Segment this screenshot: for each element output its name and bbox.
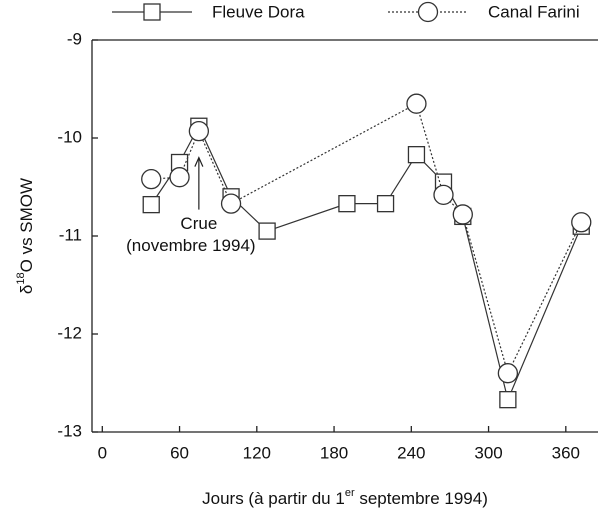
marker bbox=[142, 195, 160, 214]
x-label-part: septembre 1994) bbox=[355, 489, 488, 508]
y-tick-label: -9 bbox=[67, 29, 82, 48]
y-tick-label: -11 bbox=[59, 225, 82, 244]
y-label-part: δ bbox=[17, 285, 36, 294]
x-tick-label: 180 bbox=[320, 443, 348, 462]
marker bbox=[571, 212, 592, 233]
marker bbox=[452, 204, 473, 225]
x-label-sup: er bbox=[345, 487, 355, 499]
y-label-sup: 18 bbox=[15, 272, 27, 284]
series-line bbox=[150, 124, 582, 402]
y-tick-label: -12 bbox=[57, 323, 82, 342]
marker bbox=[376, 195, 395, 213]
marker bbox=[169, 167, 190, 188]
x-tick-label: 0 bbox=[98, 443, 107, 462]
marker bbox=[407, 146, 426, 164]
marker bbox=[497, 363, 519, 384]
marker bbox=[258, 222, 276, 240]
marker bbox=[338, 195, 356, 213]
x-tick-label: 240 bbox=[397, 443, 425, 462]
marker bbox=[141, 169, 162, 190]
x-label-part: Jours (à partir du 1 bbox=[202, 489, 345, 508]
x-axis-label: Jours (à partir du 1er septembre 1994) bbox=[202, 487, 488, 509]
legend-label: Fleuve Dora bbox=[212, 2, 305, 21]
marker bbox=[188, 120, 210, 142]
annotation-arrowhead bbox=[194, 156, 204, 167]
x-tick-label: 360 bbox=[552, 443, 580, 462]
x-tick-label: 300 bbox=[474, 443, 502, 462]
annotation-text: Crue bbox=[180, 214, 217, 233]
legend-marker bbox=[143, 3, 161, 21]
legend-label: Canal Farini bbox=[488, 2, 580, 21]
x-tick-label: 120 bbox=[243, 443, 271, 462]
y-label-part: O vs SMOW bbox=[17, 178, 36, 272]
legend-marker bbox=[417, 1, 439, 23]
marker bbox=[220, 193, 242, 214]
annotation-text: (novembre 1994) bbox=[126, 236, 255, 255]
y-tick-label: -10 bbox=[57, 127, 82, 146]
x-tick-label: 60 bbox=[170, 443, 189, 462]
y-axis-label: δ18O vs SMOW bbox=[15, 178, 37, 294]
y-tick-label: -13 bbox=[57, 421, 82, 440]
marker bbox=[499, 391, 517, 409]
marker bbox=[433, 184, 454, 205]
marker bbox=[406, 93, 427, 114]
